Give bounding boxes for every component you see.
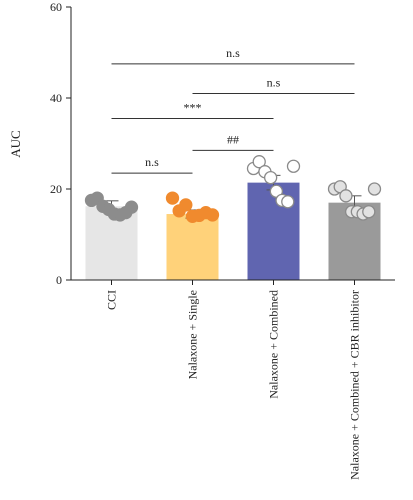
significance-label-1: n.s bbox=[267, 75, 281, 89]
data-point-2-6 bbox=[281, 195, 295, 209]
significance-label-0: n.s bbox=[226, 46, 240, 60]
significance-label-3: ## bbox=[227, 132, 239, 146]
x-tick-label-0: CCI bbox=[105, 290, 119, 310]
data-point-1-6 bbox=[205, 208, 220, 222]
y-axis-label: AUC bbox=[8, 130, 23, 157]
data-point-3-7 bbox=[367, 182, 382, 196]
y-tick-label-2: 40 bbox=[50, 91, 62, 105]
data-point-2-3 bbox=[263, 170, 278, 185]
y-ticks: 0 20 40 60 bbox=[50, 0, 71, 287]
significance-annotations: n.s n.s *** ## n.s bbox=[111, 46, 355, 174]
x-tick-label-3: Nalaxone + Combined + CBR inhibitor bbox=[348, 290, 362, 480]
data-point-1-0 bbox=[165, 191, 180, 205]
data-point-0-7 bbox=[124, 200, 139, 214]
data-point-2-7 bbox=[286, 159, 301, 173]
error-bars-layer bbox=[104, 174, 362, 219]
data-point-2-1 bbox=[252, 155, 266, 169]
x-tick-label-1: Nalaxone + Single bbox=[186, 290, 200, 379]
significance-label-4: n.s bbox=[145, 155, 159, 169]
data-points-layer bbox=[84, 155, 382, 223]
y-tick-label-3: 60 bbox=[50, 0, 62, 14]
data-point-1-2 bbox=[179, 198, 193, 212]
y-tick-label-1: 20 bbox=[50, 182, 62, 196]
bar-1 bbox=[166, 214, 219, 280]
y-tick-label-0: 0 bbox=[56, 273, 62, 287]
x-tick-labels: CCI Nalaxone + Single Nalaxone + Combined N… bbox=[105, 280, 362, 480]
data-point-3-6 bbox=[362, 205, 376, 219]
bars-layer bbox=[85, 182, 381, 280]
x-tick-label-2: Nalaxone + Combined bbox=[267, 290, 281, 399]
data-point-3-2 bbox=[339, 189, 353, 203]
axes bbox=[70, 7, 395, 281]
significance-label-2: *** bbox=[184, 100, 202, 114]
